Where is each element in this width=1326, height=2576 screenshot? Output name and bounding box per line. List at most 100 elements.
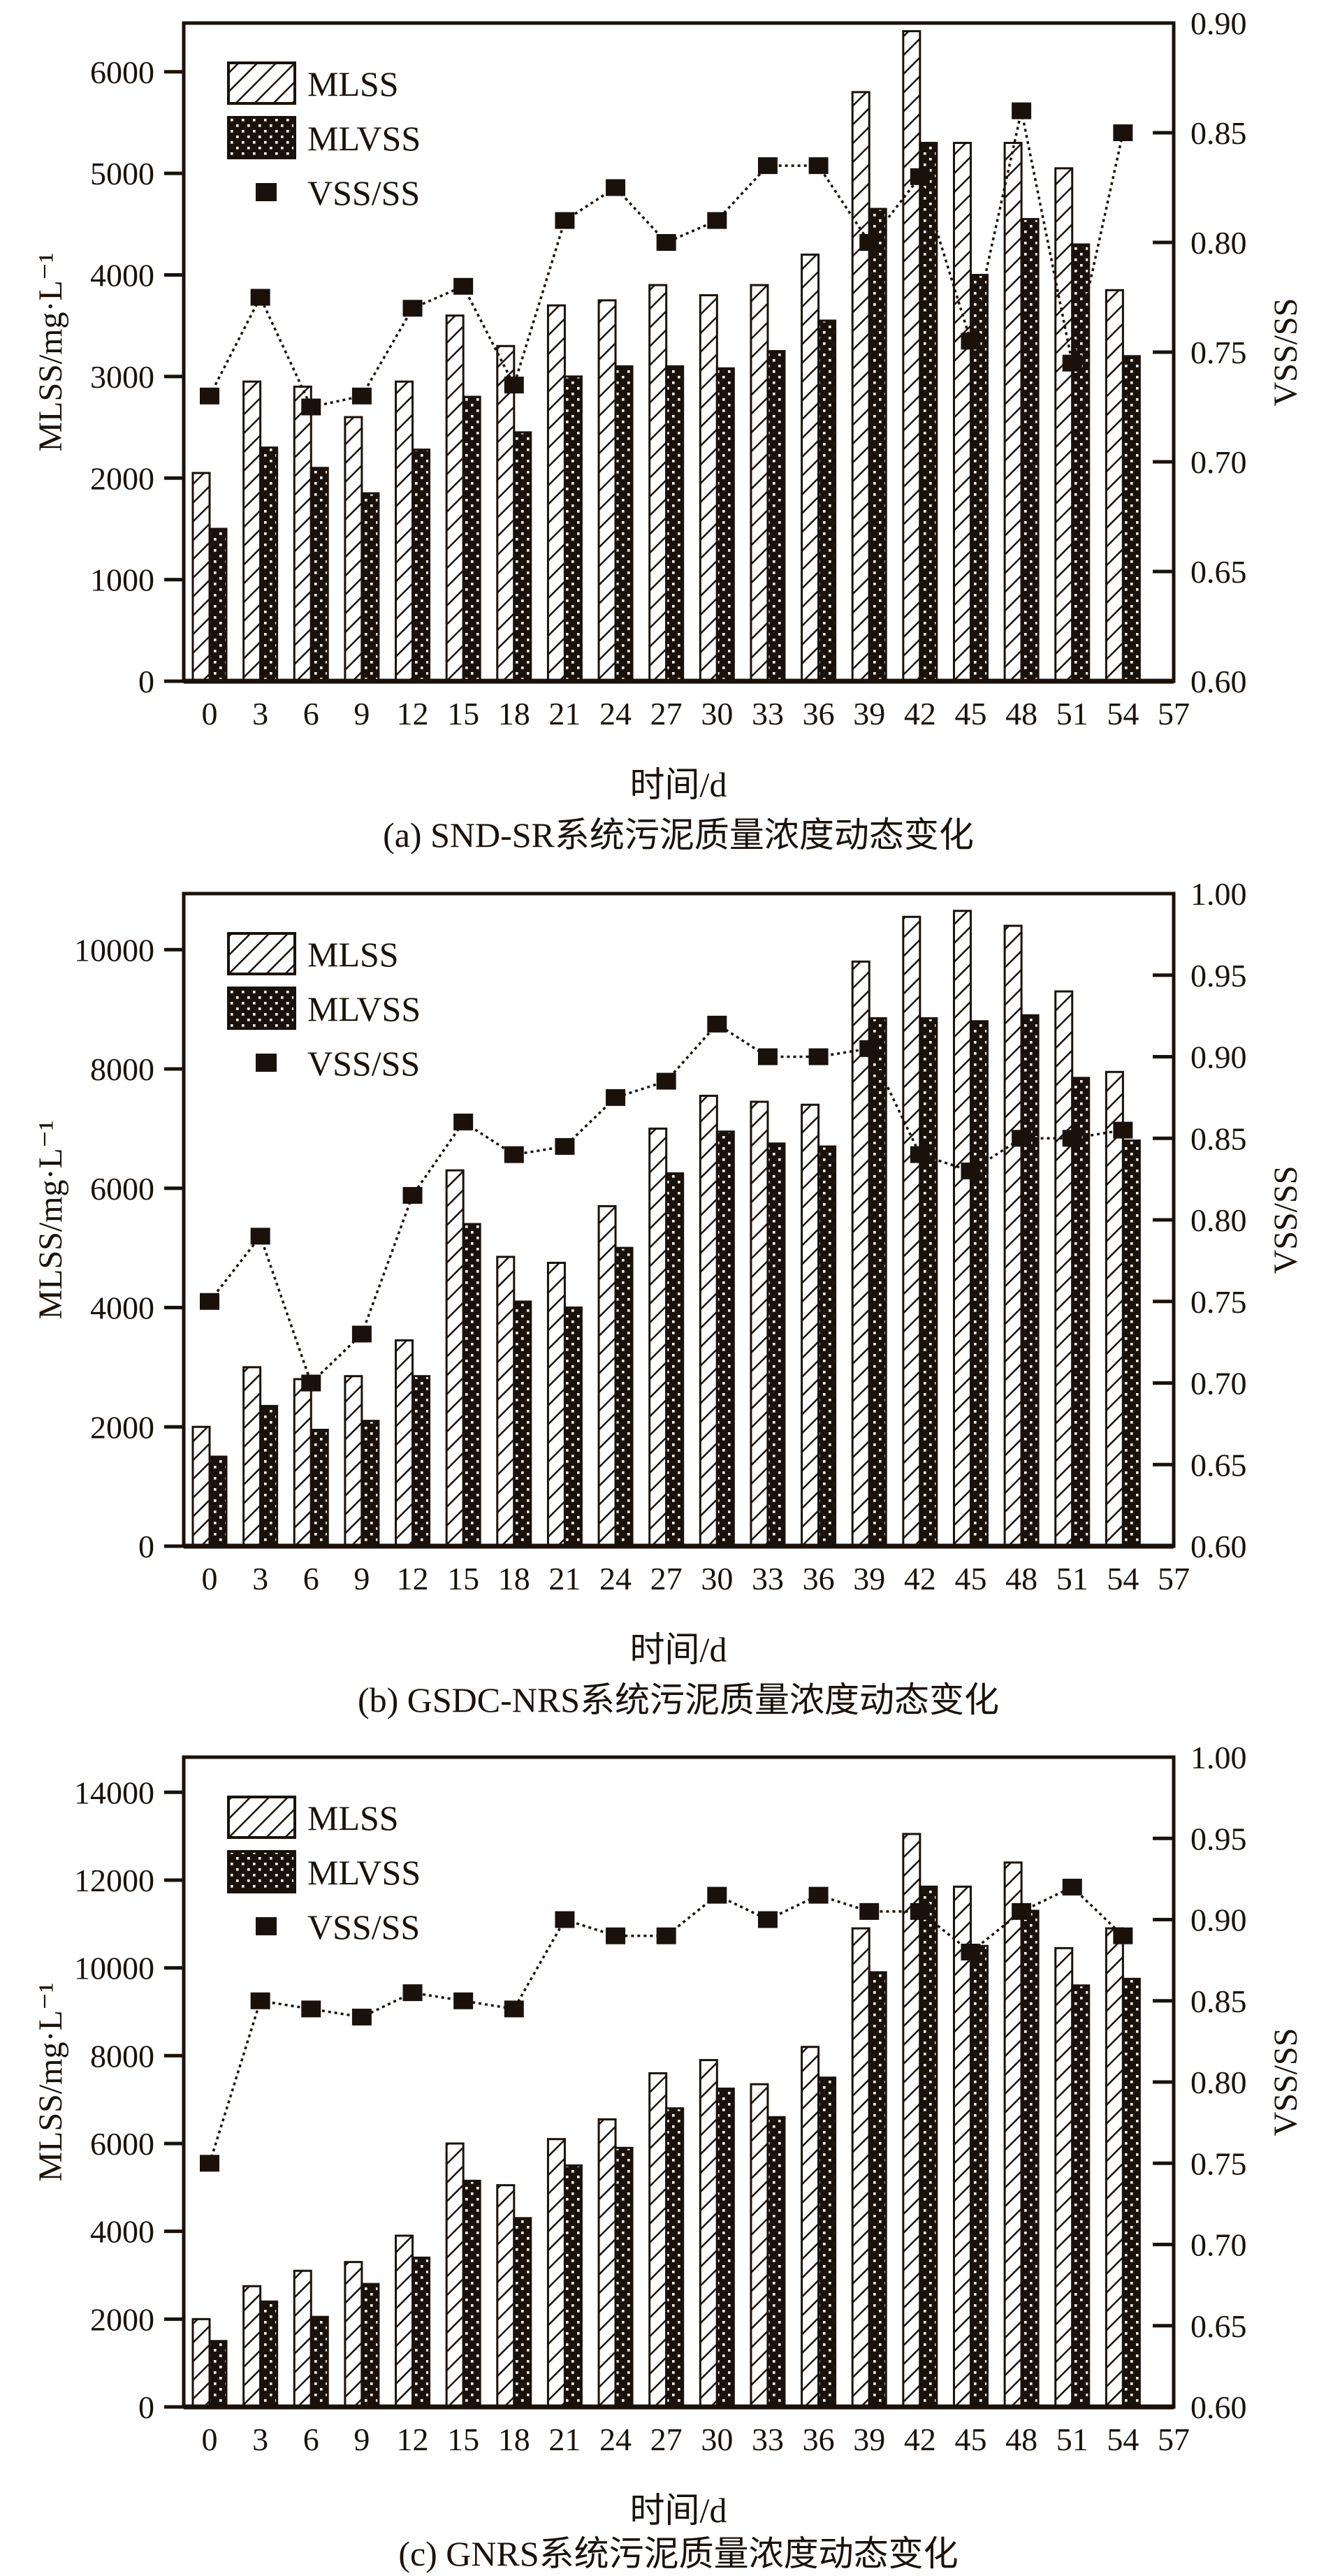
x-axis-tick-labels: 0 3 6 9 12 15 18 21 24 27 30 33 36 39 42 45 48 51 54 57	[202, 1561, 1190, 1596]
bar-mlvss	[766, 1142, 786, 1548]
bar-mlss	[750, 284, 769, 683]
bar-mlss	[1054, 990, 1074, 1548]
right-tick-label: 1.00	[1190, 876, 1247, 912]
x-tick-label: 57	[1158, 1561, 1190, 1596]
bar-mlvss	[513, 1300, 532, 1548]
legend-marker-vssss-icon	[256, 1054, 277, 1072]
bar-mlvss	[1121, 1977, 1141, 2408]
left-tick-label: 12000	[74, 1863, 154, 1898]
x-tick-label: 0	[202, 696, 218, 732]
legend-marker-vssss-icon	[256, 1917, 277, 1935]
vssss-marker	[757, 157, 778, 175]
right-tick-label: 0.60	[1190, 1529, 1247, 1564]
bar-mlss	[648, 284, 668, 683]
left-tick-label: 10000	[74, 932, 154, 968]
vssss-marker	[656, 1927, 676, 1944]
bar-mlvss	[462, 395, 481, 683]
x-tick-label: 54	[1107, 1561, 1139, 1596]
x-tick-label: 57	[1158, 2422, 1190, 2457]
vssss-marker	[707, 212, 727, 229]
vssss-marker	[504, 377, 524, 394]
chart-b-caption: (b) GSDC-NRS系统污泥质量浓度动态变化	[358, 1680, 999, 1719]
x-tick-label: 39	[853, 1561, 885, 1596]
bar-mlvss	[1071, 243, 1091, 683]
bar-mlss	[1003, 142, 1023, 683]
bar-mlvss	[208, 1455, 228, 1548]
x-tick-label: 24	[599, 696, 632, 732]
bar-mlvss	[208, 527, 228, 683]
bar-mlss	[242, 380, 262, 683]
right-tick-label: 0.75	[1190, 2146, 1247, 2181]
vssss-marker	[1062, 1130, 1082, 1147]
chart-b-legend: MLSS MLVSS VSS/SS	[227, 932, 421, 1083]
vssss-marker	[707, 1886, 727, 1904]
right-tick-label: 0.85	[1190, 1121, 1247, 1156]
x-tick-label: 36	[803, 2422, 835, 2457]
vssss-marker	[961, 1944, 981, 1960]
bar-mlvss	[309, 1429, 329, 1548]
x-tick-label: 54	[1107, 696, 1139, 732]
bar-mlvss	[360, 1420, 380, 1548]
left-tick-label: 0	[138, 2389, 154, 2425]
legend-label-mlvss: MLVSS	[307, 989, 421, 1028]
bar-mlss	[191, 472, 211, 683]
vssss-marker	[555, 212, 575, 229]
x-tick-label: 36	[803, 1561, 835, 1596]
bar-mlss	[344, 2261, 363, 2408]
bar-mlvss	[665, 1172, 685, 1548]
bar-mlvss	[715, 1130, 735, 1548]
bar-mlvss	[360, 2283, 380, 2408]
vssss-line-series	[200, 1879, 1133, 2172]
bar-mlss	[293, 1378, 312, 1548]
bar-mlss	[952, 1885, 972, 2408]
vssss-marker	[250, 289, 270, 306]
right-tick-label: 0.80	[1190, 1202, 1247, 1238]
vssss-marker	[504, 1146, 524, 1163]
vssss-marker	[859, 1040, 880, 1057]
chart-b-left-axis-title: MLSS/mg·L⁻¹	[32, 1120, 69, 1319]
bar-mlvss	[309, 2315, 329, 2408]
bar-mlvss	[969, 1020, 989, 1548]
x-tick-label: 24	[599, 1561, 632, 1596]
bar-mlvss	[817, 2076, 837, 2408]
vssss-line-series	[200, 102, 1133, 416]
chart-a-left-axis-title: MLSS/mg·L⁻¹	[32, 252, 69, 451]
bar-mlss	[395, 380, 414, 683]
bar-mlss	[191, 1425, 211, 1548]
x-tick-label: 45	[954, 1561, 986, 1596]
x-tick-label: 21	[548, 696, 581, 732]
bar-mlvss	[309, 467, 329, 683]
left-axis-ticks: 0 2000 4000 6000 8000 10000	[74, 932, 184, 1564]
bar-mlvss	[1071, 1077, 1091, 1548]
bar-mlss	[801, 1103, 820, 1548]
right-tick-label: 0.95	[1190, 958, 1247, 994]
x-tick-label: 12	[397, 2422, 429, 2457]
x-tick-label: 6	[303, 696, 319, 732]
x-tick-label: 3	[252, 696, 268, 732]
x-tick-label: 15	[447, 696, 479, 732]
bar-mlss	[801, 2046, 820, 2408]
x-tick-label: 36	[803, 696, 835, 732]
bar-mlvss	[766, 2116, 786, 2408]
vssss-marker	[555, 1911, 575, 1928]
bar-mlvss	[259, 1404, 279, 1548]
bar-mlss	[395, 1339, 414, 1548]
bar-mlvss	[614, 1246, 634, 1548]
bar-mlvss	[259, 446, 279, 683]
legend-label-vssss: VSS/SS	[307, 1907, 420, 1946]
chart-a-right-axis-title: VSS/SS	[1267, 298, 1304, 407]
vssss-marker	[1012, 102, 1032, 119]
left-tick-label: 6000	[90, 1171, 154, 1207]
vssss-marker	[808, 1886, 829, 1904]
bar-mlvss	[868, 1971, 887, 2408]
vssss-marker	[606, 179, 626, 196]
left-axis-ticks: 0 2000 4000 6000 8000 10000 12000 14000	[74, 1775, 184, 2425]
bar-mlss	[191, 2317, 211, 2408]
bars-mlss	[191, 1833, 1124, 2408]
x-tick-label: 33	[752, 2422, 784, 2457]
right-tick-label: 0.85	[1190, 115, 1247, 151]
vssss-marker	[757, 1048, 778, 1065]
vssss-marker	[910, 168, 930, 185]
bar-mlss	[750, 1100, 769, 1548]
bar-mlvss	[513, 431, 532, 683]
